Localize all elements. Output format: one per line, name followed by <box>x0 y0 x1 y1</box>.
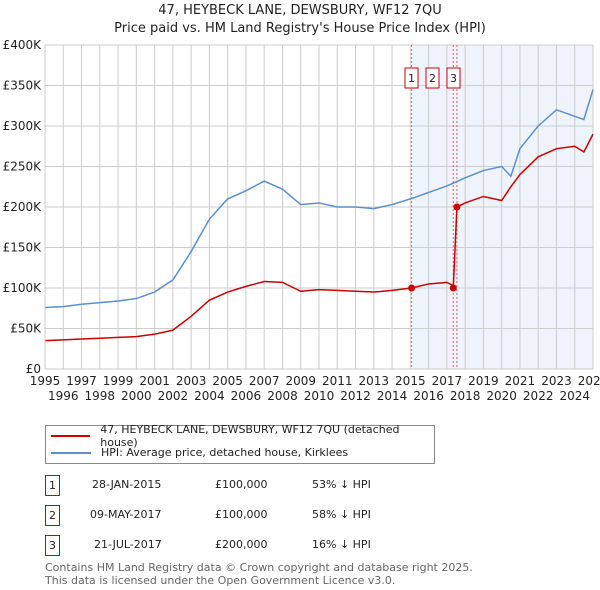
x-tick-label: 2003 <box>176 374 207 388</box>
footer-line: Contains HM Land Registry data © Crown c… <box>45 561 473 574</box>
date: 21-JUL-2017 <box>94 538 162 551</box>
footer: Contains HM Land Registry data © Crown c… <box>45 561 473 587</box>
y-tick-label: £300K <box>3 119 43 133</box>
x-tick-label: 2015 <box>395 374 426 388</box>
x-tick-label: 1997 <box>66 374 97 388</box>
date: 09-MAY-2017 <box>90 508 162 521</box>
annotation-box <box>446 67 461 89</box>
x-tick-label: 2000 <box>121 389 152 403</box>
x-tick-label: 2005 <box>212 374 243 388</box>
x-tick-label: 2021 <box>505 374 536 388</box>
x-tick-label: 2011 <box>322 374 353 388</box>
annotation-label: 3 <box>450 72 457 85</box>
y-tick-label: £0 <box>26 362 41 376</box>
annotation-box <box>425 67 440 89</box>
marker-badge: 3 <box>45 535 60 556</box>
y-tick-label: £50K <box>10 322 42 336</box>
y-tick-label: £150K <box>3 241 43 255</box>
x-tick-label: 2007 <box>249 374 280 388</box>
sale-point <box>449 284 457 292</box>
x-tick-label: 2008 <box>267 389 298 403</box>
date: 28-JAN-2015 <box>92 478 162 491</box>
y-tick-label: £350K <box>3 79 43 93</box>
x-tick-label: 2002 <box>158 389 189 403</box>
price: £100,000 <box>215 508 268 521</box>
x-tick-label: 2010 <box>304 389 335 403</box>
hpi-diff: 16% ↓ HPI <box>312 538 371 551</box>
price: £200,000 <box>215 538 268 551</box>
x-tick-label: 2004 <box>194 389 225 403</box>
x-tick-label: 2016 <box>413 389 444 403</box>
y-tick-label: £250K <box>3 160 43 174</box>
x-tick-label: 2013 <box>359 374 390 388</box>
x-tick-label: 2025 <box>578 374 600 388</box>
x-tick-label: 2009 <box>285 374 316 388</box>
price-chart: 1995199619971998199920002001200220032004… <box>3 38 600 403</box>
x-tick-label: 1998 <box>85 389 116 403</box>
x-tick-label: 1995 <box>30 374 61 388</box>
footer-line: This data is licensed under the Open Gov… <box>45 574 396 587</box>
legend-item-hpi: HPI: Average price, detached house, Kirk… <box>51 444 348 461</box>
legend: 47, HEYBECK LANE, DEWSBURY, WF12 7QU (de… <box>45 423 435 464</box>
x-tick-label: 2014 <box>377 389 408 403</box>
x-tick-label: 1996 <box>48 389 79 403</box>
chart-subtitle: Price paid vs. HM Land Registry's House … <box>114 21 486 36</box>
x-tick-label: 2017 <box>432 374 463 388</box>
annotation-label: 2 <box>429 72 436 85</box>
x-tick-label: 2012 <box>340 389 371 403</box>
sale-point <box>453 203 461 211</box>
x-tick-label: 2022 <box>523 389 554 403</box>
legend-label: 47, HEYBECK LANE, DEWSBURY, WF12 7QU (de… <box>100 422 400 449</box>
chart-title: 47, HEYBECK LANE, DEWSBURY, WF12 7QU <box>158 3 442 18</box>
sale-point <box>408 284 416 292</box>
legend-item-property: 47, HEYBECK LANE, DEWSBURY, WF12 7QU (de… <box>51 423 434 449</box>
price: £100,000 <box>215 478 268 491</box>
marker-badge: 1 <box>45 475 60 496</box>
annotation-box <box>404 67 419 89</box>
x-tick-label: 1999 <box>103 374 134 388</box>
x-tick-label: 2024 <box>559 389 590 403</box>
x-tick-label: 2001 <box>139 374 170 388</box>
x-tick-label: 2018 <box>450 389 481 403</box>
hpi-diff: 58% ↓ HPI <box>312 508 371 521</box>
series-line <box>44 133 594 342</box>
series-line <box>44 89 594 309</box>
annotation-label: 1 <box>408 72 415 85</box>
x-tick-label: 2006 <box>231 389 262 403</box>
y-tick-label: £100K <box>3 281 43 295</box>
x-tick-label: 2023 <box>541 374 572 388</box>
x-tick-label: 2020 <box>486 389 517 403</box>
y-tick-label: £200K <box>3 200 43 214</box>
legend-label: HPI: Average price, detached house, Kirk… <box>101 446 349 459</box>
hpi-diff: 53% ↓ HPI <box>312 478 371 491</box>
x-tick-label: 2019 <box>468 374 499 388</box>
y-tick-label: £400K <box>3 38 43 52</box>
marker-badge: 2 <box>45 505 60 526</box>
